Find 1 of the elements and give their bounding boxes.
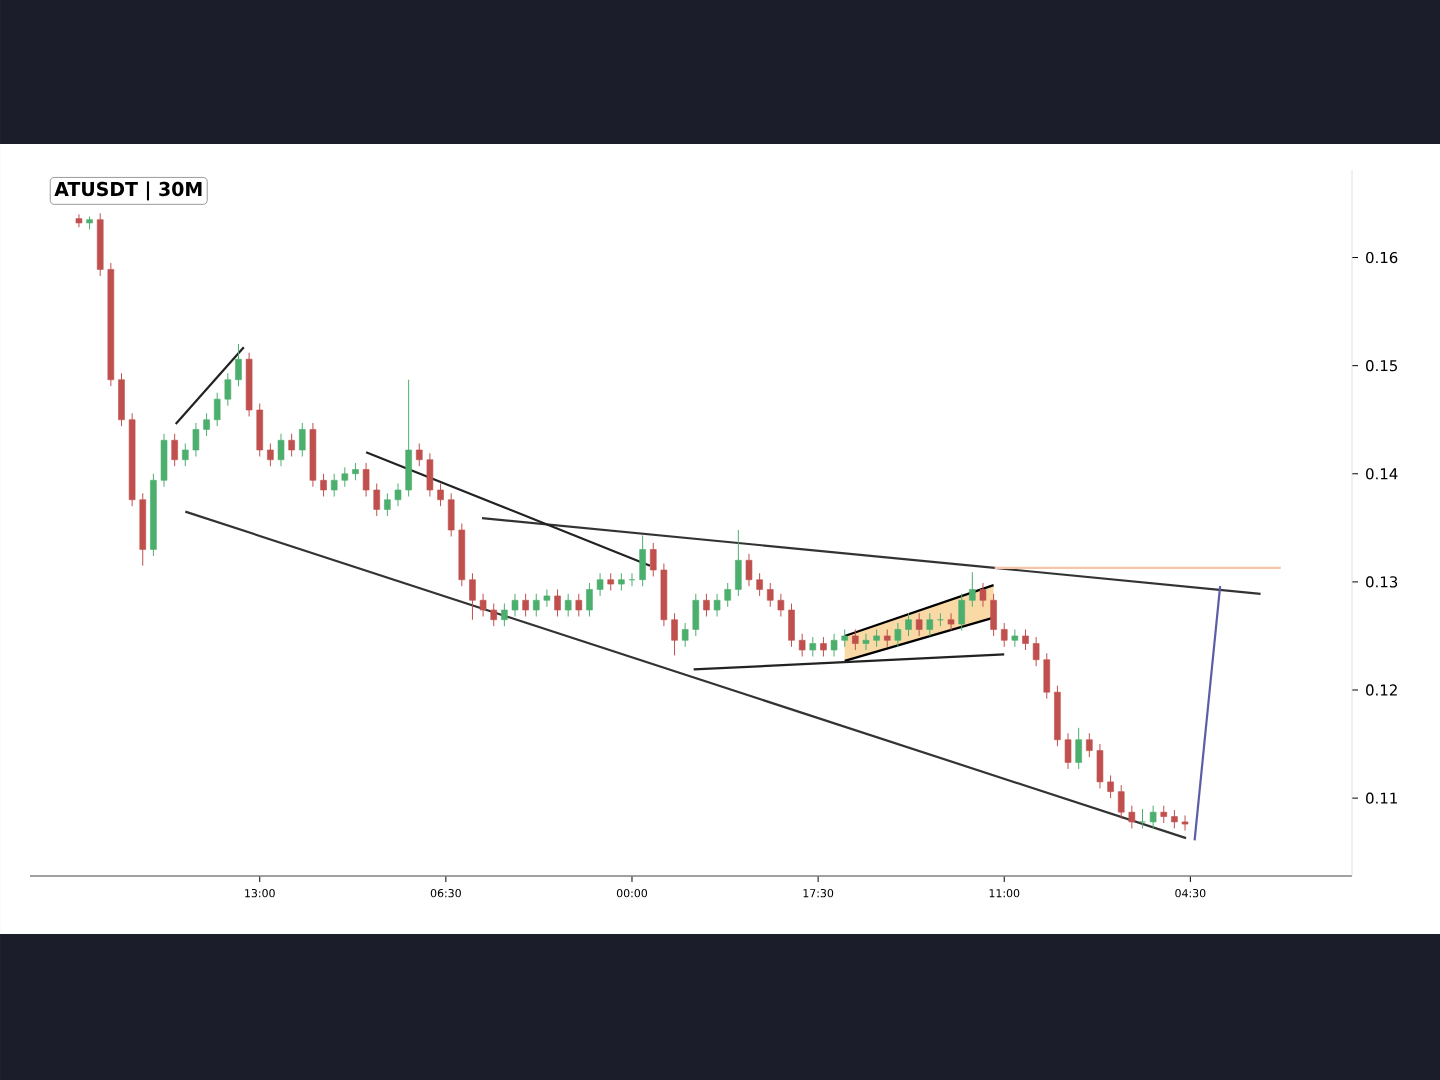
text: ATUSDT | 30M: [54, 181, 202, 201]
